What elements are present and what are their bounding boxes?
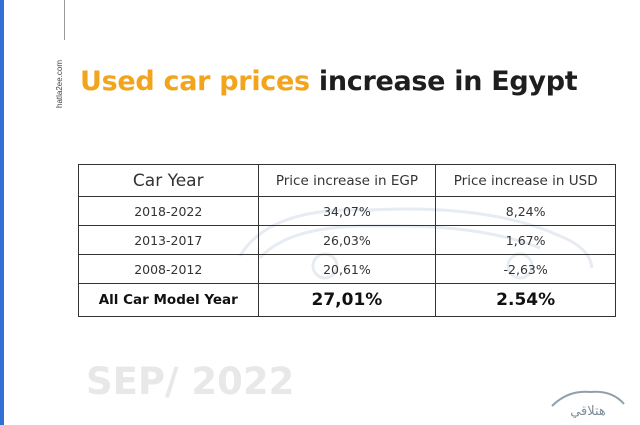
total-label: All Car Model Year — [78, 283, 259, 317]
logo-text: هتلاقي — [570, 404, 606, 419]
header-egp: Price increase in EGP — [257, 164, 437, 197]
table-row: 2013-2017 26,03% 1,67% — [78, 225, 616, 255]
cell-year: 2018-2022 — [78, 196, 259, 226]
cell-egp: 26,03% — [257, 225, 437, 255]
table-row: 2018-2022 34,07% 8,24% — [78, 196, 616, 226]
total-egp: 27,01% — [257, 283, 437, 317]
hatla2ee-logo: هتلاقي — [551, 390, 625, 419]
header-car-year: Car Year — [78, 164, 259, 197]
cell-egp: 34,07% — [257, 196, 437, 226]
table-header-row: Car Year Price increase in EGP Price inc… — [78, 164, 616, 197]
cell-year: 2013-2017 — [78, 225, 259, 255]
cell-usd: -2,63% — [435, 254, 616, 284]
header-usd: Price increase in USD — [435, 164, 616, 197]
page-title: Used car prices increase in Egypt — [80, 66, 578, 97]
date-label: SEP/ 2022 — [86, 360, 295, 403]
title-highlight: Used car prices — [80, 66, 310, 97]
cell-egp: 20,61% — [257, 254, 437, 284]
total-usd: 2.54% — [435, 283, 616, 317]
table-row: 2008-2012 20,61% -2,63% — [78, 254, 616, 284]
price-table: Car Year Price increase in EGP Price inc… — [78, 164, 616, 317]
cell-year: 2008-2012 — [78, 254, 259, 284]
left-accent-bar — [0, 0, 4, 425]
top-divider-line — [64, 0, 65, 40]
title-rest: increase in Egypt — [318, 66, 578, 97]
site-url: hatla2ee.com — [55, 59, 64, 108]
cell-usd: 8,24% — [435, 196, 616, 226]
cell-usd: 1,67% — [435, 225, 616, 255]
table-total-row: All Car Model Year 27,01% 2.54% — [78, 283, 616, 317]
